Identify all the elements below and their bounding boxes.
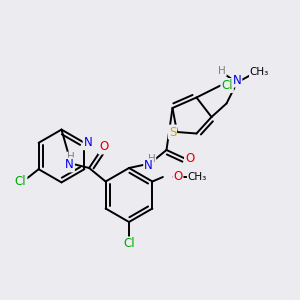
Text: CH₃: CH₃: [188, 172, 207, 182]
Text: O: O: [99, 140, 108, 154]
Text: Cl: Cl: [123, 237, 135, 250]
Text: N: N: [144, 159, 153, 172]
Text: S: S: [169, 125, 176, 139]
Text: N: N: [232, 74, 242, 87]
Text: H: H: [148, 154, 155, 164]
Text: O: O: [173, 170, 182, 184]
Text: Cl: Cl: [15, 175, 26, 188]
Text: O: O: [185, 152, 194, 166]
Text: H: H: [218, 65, 226, 76]
Text: CH₃: CH₃: [250, 67, 269, 77]
Text: N: N: [65, 158, 74, 172]
Text: N: N: [84, 136, 92, 149]
Text: H: H: [67, 152, 75, 163]
Text: Cl: Cl: [221, 79, 233, 92]
